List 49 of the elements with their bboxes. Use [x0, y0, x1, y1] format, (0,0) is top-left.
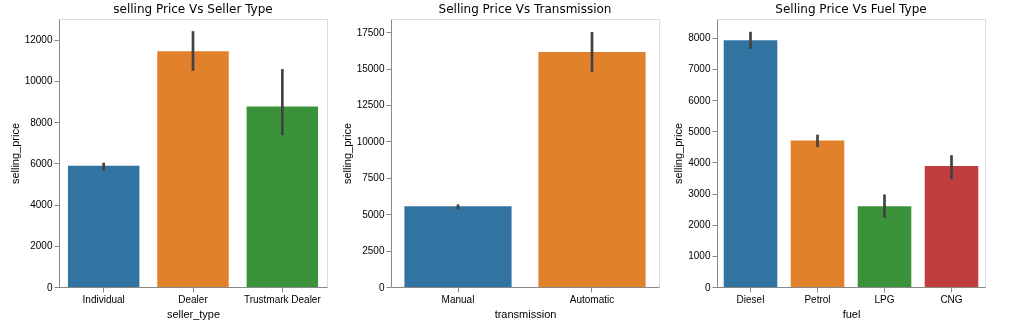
- x-tick-label: LPG: [874, 293, 895, 305]
- y-tick-label: 10000: [356, 135, 385, 147]
- x-tick-label: Petrol: [804, 293, 831, 305]
- y-tick-label: 2000: [30, 240, 53, 252]
- x-axis-title: transmission: [494, 307, 557, 320]
- chart-title: Selling Price Vs Fuel Type: [775, 2, 927, 16]
- chart-title: selling Price Vs Seller Type: [113, 2, 273, 16]
- bar: [857, 206, 912, 287]
- y-tick-label: 4000: [30, 199, 53, 211]
- x-tick-label: Diesel: [736, 293, 765, 305]
- y-tick-label: 6000: [688, 94, 711, 106]
- bar: [157, 51, 229, 287]
- y-tick-label: 15000: [356, 63, 385, 75]
- x-axis-title: fuel: [842, 307, 861, 320]
- y-tick-label: 12000: [24, 34, 53, 46]
- bar: [723, 40, 778, 287]
- y-tick-label: 1000: [688, 250, 711, 262]
- x-tick-label: Dealer: [178, 293, 209, 305]
- y-axis-title: selling_price: [8, 122, 21, 185]
- y-tick-label: 0: [46, 281, 53, 293]
- x-tick-label: Trustmark Dealer: [243, 293, 322, 305]
- bar: [790, 140, 845, 287]
- y-tick-label: 2500: [362, 245, 385, 257]
- y-tick-label: 3000: [688, 188, 711, 200]
- y-tick-label: 8000: [688, 32, 711, 44]
- bar: [246, 106, 319, 287]
- x-tick-label: Manual: [441, 293, 475, 305]
- y-tick-label: 6000: [30, 157, 53, 169]
- x-tick-label: CNG: [940, 293, 963, 305]
- y-tick-label: 5000: [362, 208, 385, 220]
- y-tick-label: 7000: [688, 63, 711, 75]
- y-axis-title: selling_price: [340, 122, 353, 185]
- y-tick-label: 0: [704, 281, 711, 293]
- x-axis-title: seller_type: [166, 307, 221, 320]
- x-tick-label: Individual: [82, 293, 125, 305]
- x-tick-label: Automatic: [569, 293, 615, 305]
- bar: [924, 166, 979, 287]
- bar: [67, 165, 140, 287]
- y-tick-label: 7500: [362, 172, 385, 184]
- y-tick-label: 8000: [30, 116, 53, 128]
- y-tick-label: 4000: [688, 156, 711, 168]
- chart-title: Selling Price Vs Transmission: [438, 2, 612, 16]
- y-tick-label: 5000: [688, 125, 711, 137]
- y-tick-label: 2000: [688, 219, 711, 231]
- y-tick-label: 0: [378, 281, 385, 293]
- y-tick-label: 12500: [356, 99, 385, 111]
- y-tick-label: 17500: [356, 26, 385, 38]
- y-tick-label: 10000: [24, 75, 53, 87]
- y-axis-title: selling_price: [672, 122, 685, 185]
